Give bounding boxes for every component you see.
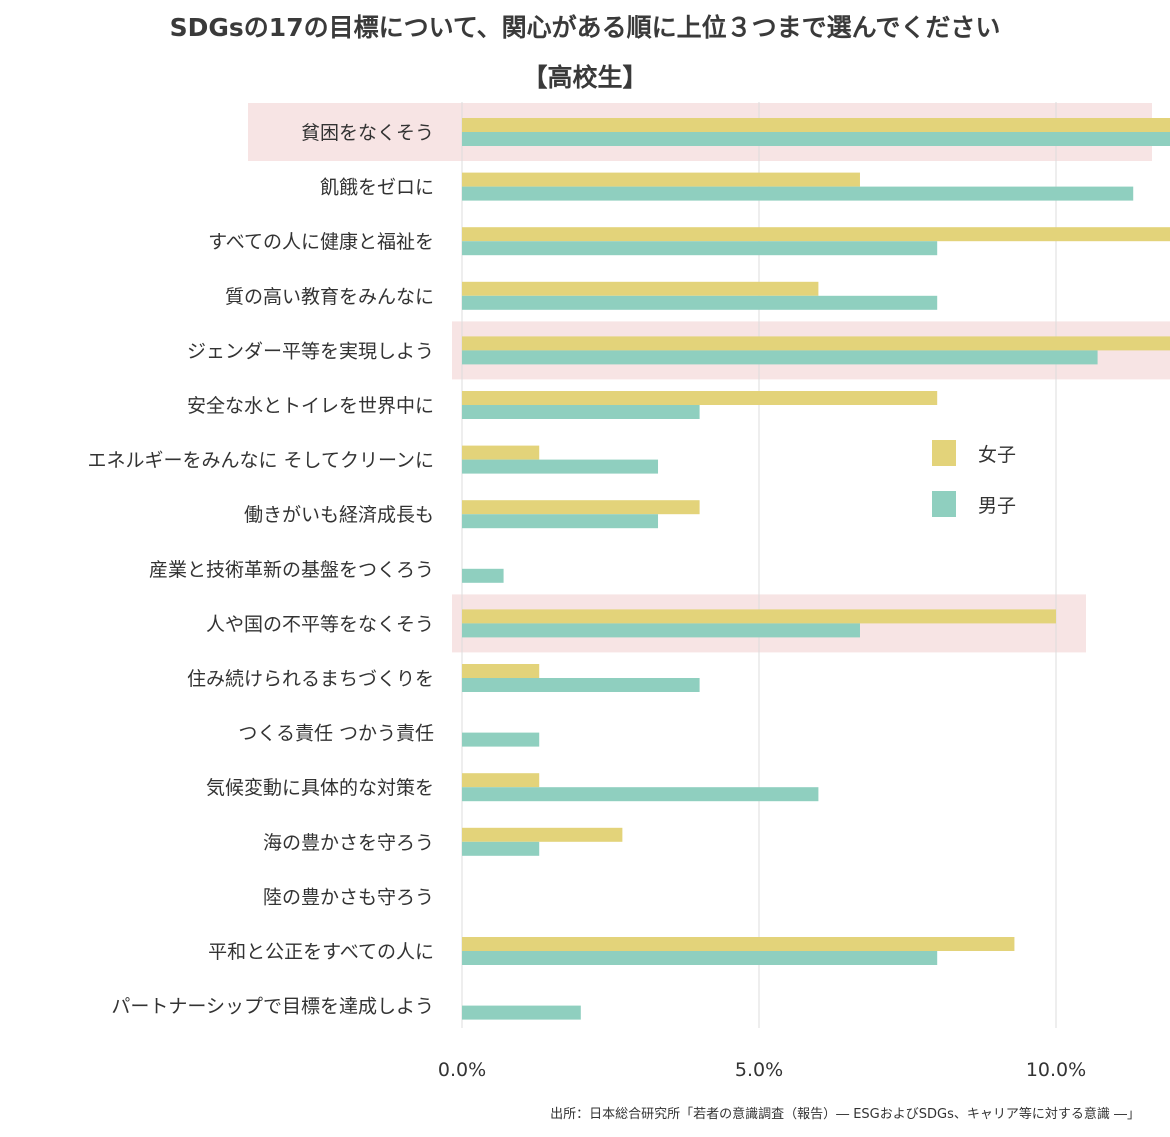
legend: 女子 男子 <box>932 440 1016 542</box>
bar-male <box>462 295 938 310</box>
category-label: 住み続けられるまちづくりを <box>187 668 434 690</box>
tick-labels-group: 0.0%5.0%10.0%15.0%20.0% <box>438 1059 1086 1081</box>
category-label: 平和と公正をすべての人に <box>208 941 434 963</box>
legend-label-male: 男子 <box>978 494 1017 517</box>
bar-female <box>462 172 860 187</box>
legend-label-female: 女子 <box>978 443 1017 466</box>
category-label: 働きがいも経済成長も <box>244 504 434 526</box>
bar-male <box>462 678 700 692</box>
bar-chart: 貧困をなくそう飢餓をゼロにすべての人に健康と福祉を質の高い教育をみんなにジェンダ… <box>87 102 1170 1081</box>
category-label: ジェンダー平等を実現しよう <box>187 340 434 362</box>
bar-male <box>462 841 540 856</box>
bar-male <box>462 514 659 529</box>
legend-swatch-male <box>932 491 956 517</box>
category-labels-group: 貧困をなくそう飢餓をゼロにすべての人に健康と福祉を質の高い教育をみんなにジェンダ… <box>87 122 434 1018</box>
chart-title: SDGsの17の目標について、関心がある順に上位３つまで選んでください <box>169 13 1001 42</box>
bar-male <box>462 186 1134 201</box>
bar-female <box>462 827 623 842</box>
category-label: 飢餓をゼロに <box>320 177 434 199</box>
bar-female <box>462 281 819 296</box>
bar-female <box>462 227 1170 242</box>
bar-male <box>462 1005 581 1020</box>
bar-female <box>462 500 700 515</box>
source-note: 出所：日本総合研究所「若者の意識調査（報告）― ESGおよびSDGs、キャリア等… <box>550 1107 1140 1122</box>
x-tick-label: 10.0% <box>1026 1059 1086 1081</box>
legend-swatch-female <box>932 440 956 466</box>
bar-female <box>462 336 1170 351</box>
bar-male <box>462 405 700 419</box>
category-label: 貧困をなくそう <box>301 122 434 144</box>
category-label: 質の高い教育をみんなに <box>225 286 434 308</box>
category-label: 安全な水とトイレを世界中に <box>187 395 434 417</box>
category-label: 産業と技術革新の基盤をつくろう <box>149 559 434 581</box>
category-label: エネルギーをみんなに そしてクリーンに <box>87 450 434 472</box>
bar-female <box>462 664 540 678</box>
category-label: 海の豊かさを守ろう <box>263 832 434 854</box>
bar-female <box>462 937 1015 951</box>
category-label: 人や国の不平等をなくそう <box>206 613 434 635</box>
x-tick-label: 0.0% <box>438 1059 486 1081</box>
x-tick-label: 5.0% <box>735 1059 783 1081</box>
category-label: パートナーシップで目標を達成しよう <box>111 996 434 1018</box>
bar-male <box>462 951 938 965</box>
bar-male <box>462 132 1170 146</box>
bar-male <box>462 568 504 583</box>
bars-group <box>462 118 1170 1020</box>
chart-subtitle: 【高校生】 <box>522 63 648 92</box>
bar-female <box>462 445 540 460</box>
bar-male <box>462 732 540 747</box>
category-label: 陸の豊かさも守ろう <box>263 886 434 908</box>
bar-female <box>462 391 938 405</box>
bar-male <box>462 350 1098 365</box>
bar-male <box>462 241 938 256</box>
grid-group <box>461 102 1057 1028</box>
bar-male <box>462 459 659 474</box>
bar-female <box>462 773 540 788</box>
bar-female <box>462 118 1170 132</box>
bar-female <box>462 609 1056 624</box>
category-label: すべての人に健康と福祉を <box>208 231 434 253</box>
bar-male <box>462 623 860 638</box>
legend-item-male: 男子 <box>932 491 1016 517</box>
category-label: つくる責任 つかう責任 <box>238 723 434 745</box>
legend-item-female: 女子 <box>932 440 1016 466</box>
category-label: 気候変動に具体的な対策を <box>206 777 434 799</box>
bar-male <box>462 787 819 802</box>
